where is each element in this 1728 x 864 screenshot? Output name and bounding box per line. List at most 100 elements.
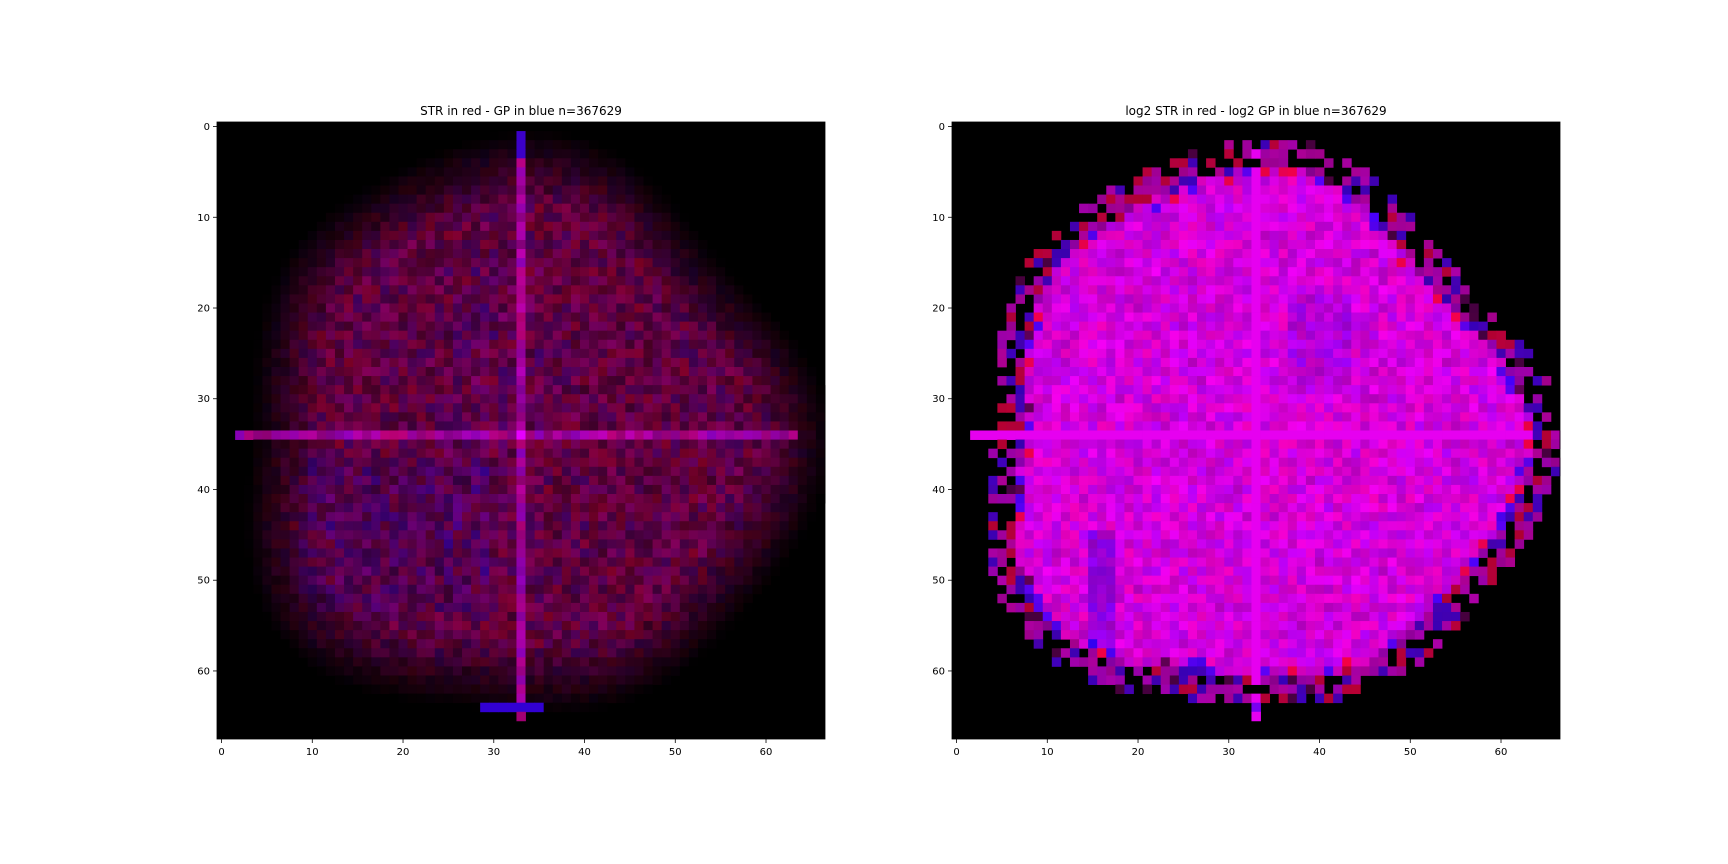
heatmap-cell (1169, 221, 1180, 232)
heatmap-cell (307, 285, 318, 295)
heatmap-cell (1015, 339, 1025, 350)
heatmap-cell (652, 448, 663, 459)
heatmap-cell (462, 575, 472, 586)
heatmap-cell (334, 385, 345, 395)
heatmap-cell (1351, 249, 1361, 259)
heatmap-cell (788, 512, 799, 522)
heatmap-cell (561, 430, 572, 440)
heatmap-cell (489, 158, 499, 168)
heatmap-cell (416, 212, 427, 223)
heatmap-cell (1451, 412, 1461, 422)
heatmap-cell (344, 421, 354, 431)
heatmap-cell (670, 294, 681, 304)
heatmap-cell (525, 521, 536, 531)
heatmap-cell (516, 131, 526, 141)
heatmap-cell (271, 412, 281, 422)
heatmap-cell (1187, 158, 1198, 168)
heatmap-cell (652, 321, 663, 332)
heatmap-cell (462, 203, 472, 214)
heatmap-cell (1460, 394, 1470, 404)
heatmap-cell (670, 221, 681, 232)
heatmap-cell (480, 566, 490, 577)
heatmap-cell (589, 639, 599, 649)
heatmap-cell (734, 303, 744, 313)
heatmap-cell (316, 503, 327, 513)
heatmap-cell (716, 276, 726, 286)
heatmap-cell (425, 412, 436, 422)
heatmap-cell (480, 339, 490, 350)
heatmap-cell (552, 412, 563, 422)
heatmap-cell (634, 484, 644, 495)
heatmap-cell (643, 575, 653, 586)
heatmap-cell (761, 376, 771, 386)
heatmap-cell (661, 194, 672, 205)
heatmap-cell (561, 684, 572, 695)
heatmap-cell (289, 312, 300, 323)
heatmap-cell (788, 494, 799, 504)
heatmap-cell (353, 376, 363, 386)
heatmap-cell (534, 602, 545, 613)
heatmap-cell (1324, 239, 1334, 250)
heatmap-cell (1169, 412, 1180, 422)
heatmap-cell (1260, 149, 1271, 159)
heatmap-cell (344, 385, 354, 395)
heatmap-cell (1015, 403, 1025, 413)
heatmap-cell (697, 330, 708, 341)
heatmap-cell (1206, 357, 1216, 368)
heatmap-cell (280, 503, 290, 513)
heatmap-cell (1505, 385, 1516, 395)
heatmap-cell (1015, 466, 1025, 477)
heatmap-cell (752, 376, 762, 386)
heatmap-cell (1069, 221, 1080, 232)
heatmap-cell (344, 602, 354, 613)
heatmap-cell (425, 394, 436, 404)
heatmap-cell (1442, 439, 1452, 450)
heatmap-cell (371, 239, 381, 250)
heatmap-cell (516, 602, 526, 613)
heatmap-cell (489, 140, 499, 150)
heatmap-cell (525, 385, 536, 395)
heatmap-cell (307, 584, 318, 595)
heatmap-cell (389, 512, 399, 522)
heatmap-cell (625, 503, 635, 513)
heatmap-cell (1360, 285, 1370, 295)
heatmap-cell (652, 602, 663, 613)
heatmap-cell (480, 439, 490, 450)
heatmap-cell (371, 630, 381, 640)
heatmap-cell (797, 494, 808, 504)
heatmap-cell (471, 385, 481, 395)
heatmap-cell (443, 430, 454, 440)
heatmap-cell (670, 602, 681, 613)
heatmap-cell (1106, 430, 1116, 440)
heatmap-cell (407, 421, 418, 431)
heatmap-cell (598, 258, 608, 268)
heatmap-cell (752, 557, 762, 567)
heatmap-cell (1478, 457, 1488, 468)
heatmap-cell (371, 357, 381, 368)
heatmap-cell (579, 312, 590, 323)
heatmap-cell (534, 185, 545, 195)
heatmap-cell (643, 185, 653, 195)
heatmap-cell (679, 267, 690, 277)
heatmap-cell (1178, 394, 1189, 404)
heatmap-cell (407, 303, 418, 313)
heatmap-cell (1197, 448, 1207, 459)
heatmap-cell (598, 621, 608, 631)
heatmap-cell (697, 611, 708, 622)
heatmap-cell (634, 403, 644, 413)
heatmap-cell (380, 249, 390, 259)
heatmap-cell (1287, 348, 1298, 359)
heatmap-cell (1314, 421, 1325, 431)
heatmap-cell (1269, 330, 1280, 341)
heatmap-cell (670, 249, 681, 259)
heatmap-cell (380, 657, 390, 667)
heatmap-cell (434, 466, 445, 477)
heatmap-cell (498, 521, 508, 531)
heatmap-cell (797, 385, 808, 395)
heatmap-cell (570, 475, 581, 486)
heatmap-cell (1024, 321, 1035, 332)
heatmap-cell (416, 158, 427, 168)
heatmap-cell (362, 285, 372, 295)
heatmap-cell (452, 439, 463, 450)
heatmap-cell (570, 484, 581, 495)
